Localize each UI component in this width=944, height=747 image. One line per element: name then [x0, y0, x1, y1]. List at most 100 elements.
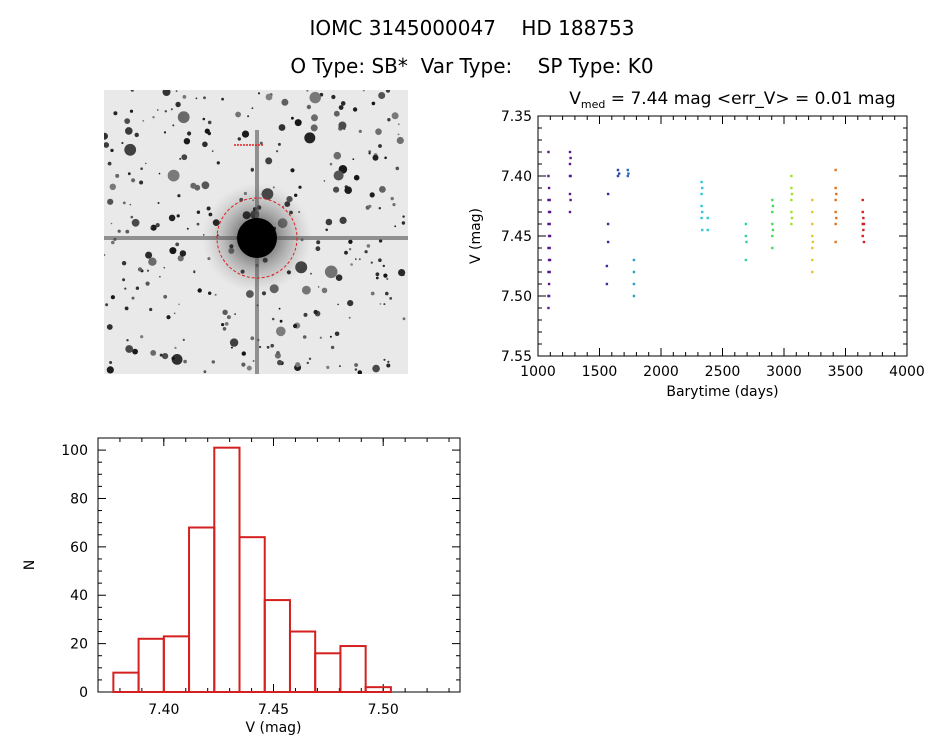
star	[106, 366, 114, 374]
star	[386, 277, 389, 280]
star-field-image	[104, 90, 408, 374]
star	[259, 345, 262, 349]
chart-title: Vmed = 7.44 mag <err_V> = 0.01 mag	[569, 89, 895, 111]
star	[117, 229, 121, 233]
star	[177, 111, 190, 124]
star	[124, 306, 129, 311]
star	[339, 365, 341, 367]
data-point	[626, 174, 629, 178]
star	[235, 111, 242, 118]
star	[384, 156, 387, 160]
data-point	[861, 210, 864, 214]
star	[104, 132, 108, 140]
x-tick-label: 2000	[643, 364, 679, 380]
data-point	[632, 294, 636, 298]
star	[348, 248, 352, 251]
data-point	[700, 216, 703, 220]
star	[340, 101, 346, 106]
star	[344, 186, 352, 194]
data-point	[811, 234, 814, 238]
star	[187, 131, 192, 136]
star	[304, 132, 316, 144]
star	[290, 168, 295, 173]
star	[224, 322, 229, 326]
data-point	[790, 216, 794, 220]
star	[162, 90, 171, 96]
star	[306, 104, 312, 110]
star	[358, 129, 362, 133]
data-point	[617, 172, 621, 175]
star	[319, 336, 322, 339]
star	[208, 291, 212, 295]
star	[316, 240, 321, 245]
y-tick-label: 100	[61, 443, 88, 459]
star	[125, 229, 130, 234]
star	[234, 313, 236, 315]
star	[333, 151, 342, 160]
star	[207, 120, 212, 125]
star	[383, 358, 386, 361]
star	[278, 124, 286, 131]
star	[134, 132, 139, 138]
star	[310, 272, 312, 275]
star	[348, 316, 351, 319]
star	[375, 276, 379, 280]
star	[107, 161, 112, 166]
star	[104, 253, 106, 257]
data-point	[547, 198, 550, 202]
star	[366, 244, 371, 248]
star	[333, 170, 344, 181]
star	[257, 92, 261, 95]
data-point	[627, 172, 630, 175]
star	[247, 115, 250, 118]
star	[155, 223, 160, 228]
histogram-bar	[339, 645, 367, 694]
data-point	[744, 222, 748, 226]
star	[397, 133, 400, 136]
star	[131, 178, 136, 183]
star	[339, 216, 347, 224]
histogram-bar	[238, 536, 266, 693]
star	[230, 346, 233, 349]
star	[385, 291, 389, 296]
data-point	[835, 216, 838, 220]
data-point	[701, 210, 704, 214]
star	[113, 111, 118, 116]
star	[203, 96, 206, 100]
star	[132, 348, 138, 355]
data-point	[568, 162, 572, 166]
star	[293, 323, 298, 329]
star	[277, 142, 281, 146]
star	[126, 339, 129, 342]
y-tick-label: 60	[70, 540, 88, 556]
star	[402, 317, 406, 321]
data-point	[862, 216, 865, 220]
data-series	[605, 192, 610, 286]
data-point	[606, 240, 610, 244]
star	[378, 144, 382, 148]
star	[386, 363, 391, 368]
data-series	[744, 222, 748, 262]
star	[338, 121, 347, 130]
y-tick-label: 7.35	[501, 109, 532, 125]
x-tick-label: 7.45	[258, 702, 289, 718]
star	[337, 303, 339, 306]
star	[125, 127, 133, 135]
star	[163, 131, 167, 134]
star	[211, 360, 215, 364]
star	[150, 224, 157, 231]
data-point	[632, 258, 636, 262]
star	[368, 152, 371, 155]
star	[281, 98, 289, 106]
star	[298, 185, 302, 189]
star	[334, 331, 340, 337]
star	[222, 327, 227, 331]
x-tick-label: 7.40	[148, 702, 179, 718]
star	[372, 154, 379, 161]
star	[369, 192, 375, 198]
data-point	[790, 222, 793, 226]
data-point	[834, 168, 837, 172]
star	[378, 92, 386, 99]
data-series	[861, 198, 866, 244]
data-point	[771, 246, 774, 250]
